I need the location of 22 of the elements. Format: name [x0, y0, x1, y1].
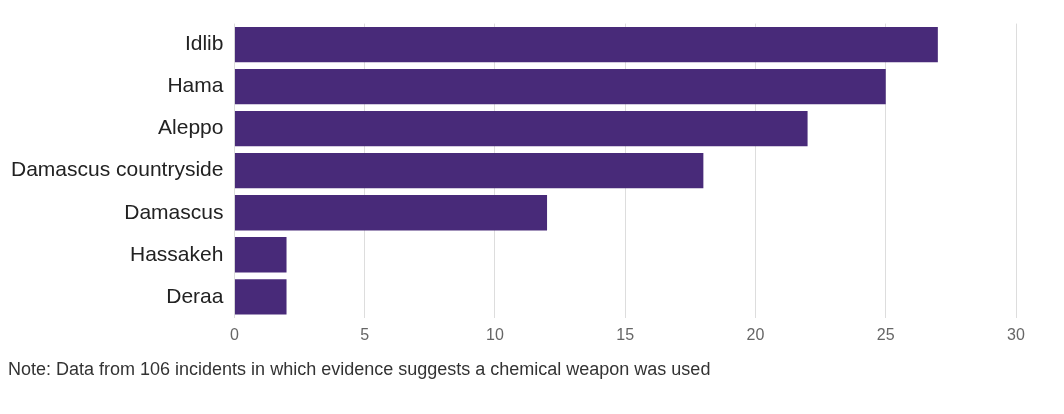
bar [234, 195, 548, 231]
x-tick-label: 10 [486, 325, 504, 343]
bar [234, 68, 886, 105]
y-tick-label: Damascus [124, 199, 224, 223]
x-tick-label: 30 [1007, 325, 1025, 343]
y-tick-label: Idlib [184, 31, 224, 55]
bar [234, 237, 287, 273]
y-tick-label: Deraa [166, 283, 224, 307]
y-tick-label: Hassakeh [130, 241, 224, 265]
y-tick-label: Hama [167, 73, 224, 97]
bar [234, 279, 287, 315]
x-tick-label: 0 [229, 325, 239, 343]
bar [234, 111, 808, 147]
x-tick-label: 5 [360, 325, 370, 343]
bar [234, 153, 704, 189]
bar [234, 26, 938, 63]
x-tick-label: 25 [876, 325, 895, 343]
y-tick-label: Damascus countryside [11, 157, 224, 181]
y-tick-label: Aleppo [158, 115, 224, 139]
x-tick-label: 15 [616, 325, 635, 343]
text: Note: Data from 106 incidents in which evidence suggests a chemical weapon was used [8, 359, 712, 380]
x-tick-label: 20 [746, 325, 765, 343]
